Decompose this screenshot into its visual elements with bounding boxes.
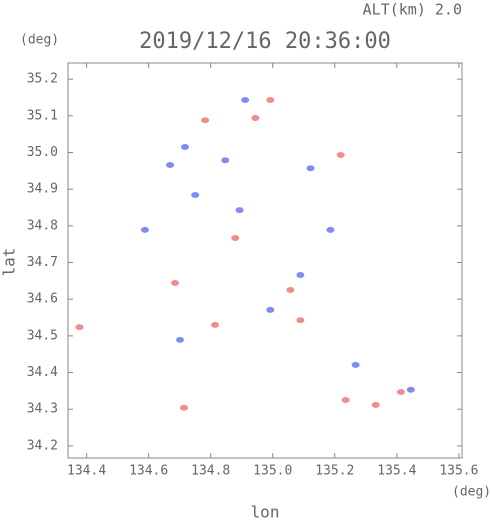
echo-point	[235, 207, 244, 214]
echo-point	[201, 117, 210, 124]
x-tick-label: 134.6	[129, 464, 168, 479]
echo-point	[326, 226, 335, 233]
x-unit: (deg)	[452, 485, 491, 500]
subtitle: ALT(km) 2.0	[363, 1, 462, 19]
y-tick-label: 34.7	[27, 255, 58, 270]
echo-point	[266, 306, 275, 313]
y-tick-label: 34.9	[27, 182, 58, 197]
y-tick-label: 35.0	[27, 145, 58, 160]
echo-point	[266, 97, 275, 104]
echo-point	[371, 401, 380, 408]
echo-point	[406, 386, 415, 393]
y-tick-label: 34.4	[27, 365, 58, 380]
echo-point	[175, 336, 184, 343]
echo-point	[296, 317, 305, 324]
echo-point	[286, 287, 295, 294]
y-tick-label: 34.6	[27, 292, 58, 307]
y-axis-label: lat	[0, 248, 19, 277]
x-axis-label: lon	[251, 503, 280, 521]
echo-point	[396, 388, 405, 395]
y-unit: (deg)	[20, 33, 59, 48]
y-tick-label: 34.2	[27, 438, 58, 453]
chart-title: 2019/12/16 20:36:00	[139, 29, 391, 54]
echo-point	[191, 192, 200, 199]
x-tick-label: 135.4	[377, 464, 416, 479]
echo-point	[75, 324, 84, 331]
echo-point	[171, 280, 180, 287]
echo-point	[351, 361, 360, 368]
echo-point	[341, 397, 350, 404]
echo-point	[336, 152, 345, 159]
echo-point	[221, 157, 230, 164]
echo-point	[180, 143, 189, 150]
echo-point	[166, 161, 175, 168]
echo-point	[180, 404, 189, 411]
x-tick-label: 134.4	[67, 464, 106, 479]
y-tick-label: 34.8	[27, 218, 58, 233]
echo-point	[296, 271, 305, 278]
x-tick-label: 135.0	[253, 464, 292, 479]
y-tick-label: 34.3	[27, 402, 58, 417]
echo-point	[211, 321, 220, 328]
echo-point	[140, 226, 149, 233]
plot-frame	[67, 62, 463, 459]
x-tick-label: 135.6	[439, 464, 478, 479]
y-tick-label: 35.2	[27, 72, 58, 87]
x-tick-label: 135.2	[315, 464, 354, 479]
echo-point	[251, 115, 260, 122]
echo-point	[306, 165, 315, 172]
y-tick-label: 34.5	[27, 328, 58, 343]
y-tick-label: 35.1	[27, 108, 58, 123]
echo-point	[241, 97, 250, 104]
x-tick-label: 134.8	[191, 464, 230, 479]
echo-point	[231, 234, 240, 241]
